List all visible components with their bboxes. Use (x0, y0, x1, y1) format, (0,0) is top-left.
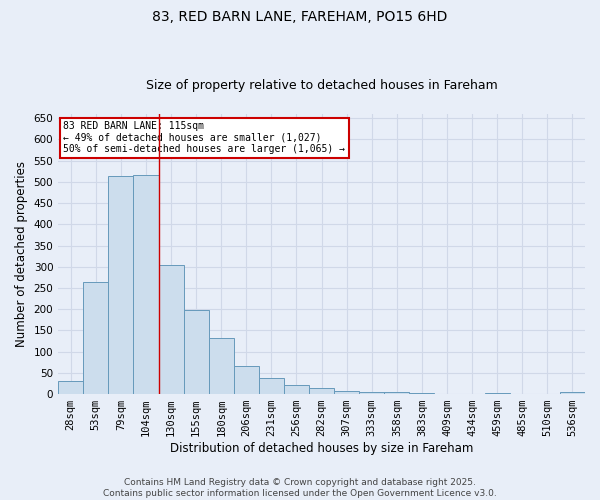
Title: Size of property relative to detached houses in Fareham: Size of property relative to detached ho… (146, 79, 497, 92)
Bar (359, 392, 385, 394)
Bar (560, 392, 585, 394)
Bar (158, 264, 184, 394)
X-axis label: Distribution of detached houses by size in Fareham: Distribution of detached houses by size … (170, 442, 473, 455)
Text: Contains HM Land Registry data © Crown copyright and database right 2025.
Contai: Contains HM Land Registry data © Crown c… (103, 478, 497, 498)
Bar (209, 338, 234, 394)
Bar (58, 382, 83, 394)
Bar (284, 384, 309, 394)
Bar (184, 310, 209, 394)
Bar (109, 176, 133, 394)
Bar (259, 378, 284, 394)
Bar (334, 391, 359, 394)
Text: 83 RED BARN LANE: 115sqm
← 49% of detached houses are smaller (1,027)
50% of sem: 83 RED BARN LANE: 115sqm ← 49% of detach… (64, 121, 346, 154)
Bar (83, 282, 109, 394)
Bar (234, 366, 259, 394)
Bar (409, 393, 434, 394)
Y-axis label: Number of detached properties: Number of detached properties (15, 161, 28, 347)
Bar (485, 393, 510, 394)
Bar (133, 174, 158, 394)
Bar (385, 392, 409, 394)
Text: 83, RED BARN LANE, FAREHAM, PO15 6HD: 83, RED BARN LANE, FAREHAM, PO15 6HD (152, 10, 448, 24)
Bar (309, 388, 334, 394)
